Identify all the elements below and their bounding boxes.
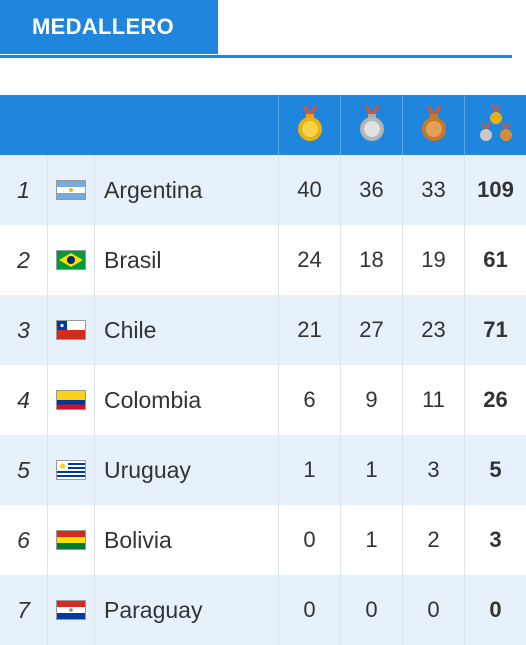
country-name: Colombia (95, 365, 279, 435)
flag-cell (48, 365, 95, 435)
silver-count: 0 (341, 575, 403, 645)
silver-medal-icon (359, 105, 384, 141)
country-name: Brasil (95, 225, 279, 295)
total-count: 109 (477, 177, 514, 202)
brazil-flag-icon (57, 251, 85, 269)
total-count: 61 (483, 247, 508, 272)
table-row: 1 Argentina 40 36 33 109 (0, 155, 526, 225)
tab-underline (0, 55, 512, 58)
bronze-count: 23 (403, 295, 465, 365)
bronze-medal-icon (421, 105, 446, 141)
rank-cell: 7 (0, 575, 48, 645)
country-name: Argentina (95, 155, 279, 225)
flag-cell (48, 225, 95, 295)
total-count: 0 (489, 597, 502, 622)
flag-cell (48, 575, 95, 645)
medal-table: 1 Argentina 40 36 33 109 2 Brasil 24 18 (0, 95, 526, 645)
gold-count: 21 (279, 295, 341, 365)
silver-count: 36 (341, 155, 403, 225)
uruguay-flag-icon (57, 461, 85, 479)
gold-count: 1 (279, 435, 341, 505)
silver-count: 9 (341, 365, 403, 435)
gold-column-header (279, 95, 341, 155)
bronze-count: 2 (403, 505, 465, 575)
silver-count: 27 (341, 295, 403, 365)
silver-count: 1 (341, 435, 403, 505)
total-count: 71 (483, 317, 508, 342)
total-medals-icon (479, 104, 512, 141)
rank-cell: 5 (0, 435, 48, 505)
medallero-tab-label: MEDALLERO (32, 14, 175, 39)
paraguay-flag-icon (57, 601, 85, 619)
gold-count: 0 (279, 575, 341, 645)
table-row: 5 Uruguay 1 1 3 5 (0, 435, 526, 505)
silver-count: 1 (341, 505, 403, 575)
country-name: Paraguay (95, 575, 279, 645)
gold-count: 0 (279, 505, 341, 575)
bronze-count: 33 (403, 155, 465, 225)
bronze-count: 19 (403, 225, 465, 295)
header-spacer (0, 95, 279, 155)
rank-cell: 6 (0, 505, 48, 575)
gold-medal-icon (297, 105, 322, 141)
silver-count: 18 (341, 225, 403, 295)
bronze-count: 3 (403, 435, 465, 505)
flag-cell (48, 435, 95, 505)
table-row: 7 Paraguay 0 0 0 0 (0, 575, 526, 645)
flag-cell (48, 295, 95, 365)
argentina-flag-icon (57, 181, 85, 199)
table-row: 4 Colombia 6 9 11 26 (0, 365, 526, 435)
total-column-header (465, 95, 526, 155)
medallero-tab[interactable]: MEDALLERO (0, 0, 218, 54)
country-name: Bolivia (95, 505, 279, 575)
gold-count: 24 (279, 225, 341, 295)
total-count: 5 (489, 457, 502, 482)
flag-cell (48, 505, 95, 575)
bronze-column-header (403, 95, 465, 155)
table-header (0, 95, 526, 155)
rank-cell: 2 (0, 225, 48, 295)
colombia-flag-icon (57, 391, 85, 409)
table-row: 3 Chile 21 27 23 71 (0, 295, 526, 365)
country-name: Chile (95, 295, 279, 365)
flag-cell (48, 155, 95, 225)
gold-count: 40 (279, 155, 341, 225)
bronze-count: 0 (403, 575, 465, 645)
rank-cell: 3 (0, 295, 48, 365)
silver-column-header (341, 95, 403, 155)
rank-cell: 1 (0, 155, 48, 225)
total-count: 3 (489, 527, 502, 552)
table-row: 6 Bolivia 0 1 2 3 (0, 505, 526, 575)
chile-flag-icon (57, 321, 85, 339)
total-count: 26 (483, 387, 508, 412)
table-row: 2 Brasil 24 18 19 61 (0, 225, 526, 295)
rank-cell: 4 (0, 365, 48, 435)
gold-count: 6 (279, 365, 341, 435)
bronze-count: 11 (403, 365, 465, 435)
bolivia-flag-icon (57, 531, 85, 549)
country-name: Uruguay (95, 435, 279, 505)
